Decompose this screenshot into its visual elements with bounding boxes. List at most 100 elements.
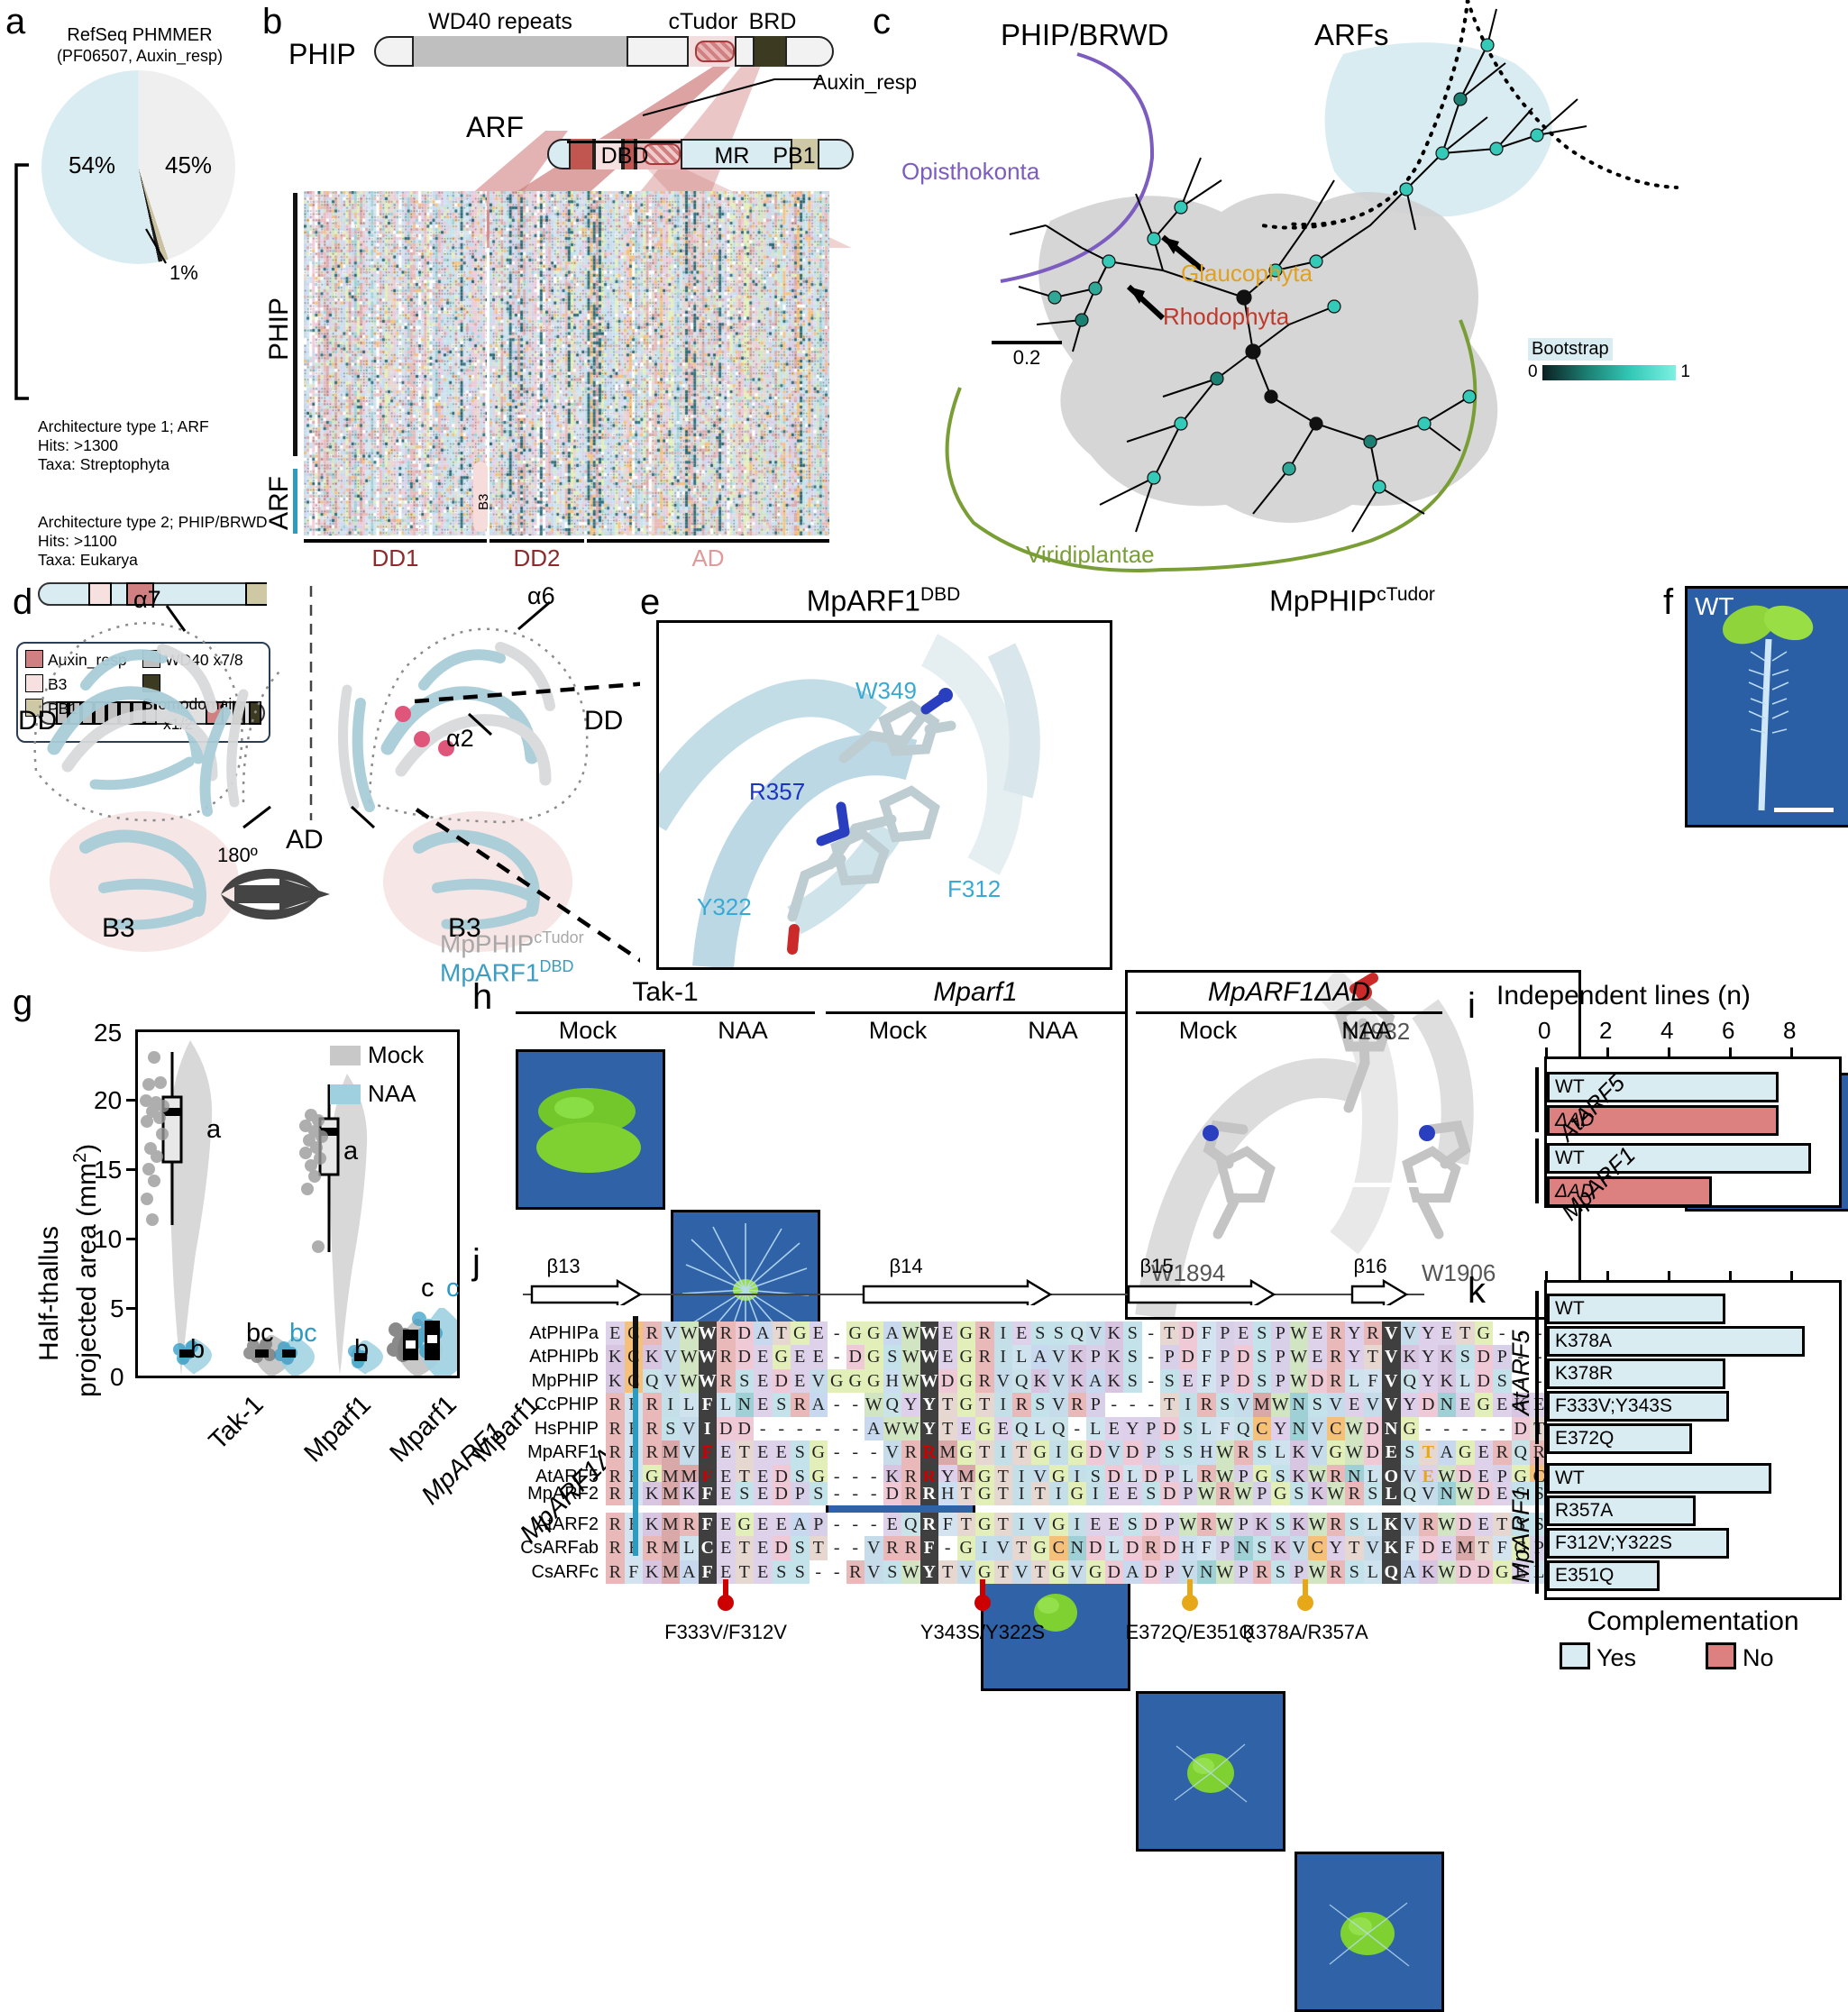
alignment-residue: S xyxy=(1271,1512,1290,1536)
h-scale-bar xyxy=(1334,1183,1421,1187)
alignment-residue: P xyxy=(1215,1321,1234,1345)
i-plot-area: WT ΔAD WT ΔAD xyxy=(1544,1056,1842,1208)
alignment-residue: R xyxy=(791,1393,810,1417)
alignment-residue: E xyxy=(1456,1393,1475,1417)
label-alpha2: α2 xyxy=(446,725,474,752)
alignment-residue: - xyxy=(1474,1416,1493,1440)
k-bar-mparf1-r357a: R357A xyxy=(1547,1495,1696,1526)
k-legend-yes: Yes xyxy=(1560,1642,1636,1672)
alignment-residue: F xyxy=(938,1512,957,1536)
g-ylabel-text: projected area (mm xyxy=(72,1162,102,1397)
alignment-residue: T xyxy=(772,1321,791,1345)
panel-f-label: f xyxy=(1663,582,1674,622)
alignment-residue: V xyxy=(1400,1512,1419,1536)
alignment-residue: E xyxy=(754,1440,773,1465)
clade-viridiplantae: Viridiplantae xyxy=(1026,541,1155,568)
alignment-residue: Q xyxy=(1012,1416,1031,1440)
alignment-residue: K xyxy=(1437,1368,1456,1393)
alignment-residue: C xyxy=(1326,1416,1345,1440)
alignment-residue: S xyxy=(735,1481,754,1505)
alignment-residue: G xyxy=(791,1321,810,1345)
legend-mparf1: MpARF1DBD xyxy=(440,957,573,987)
alignment-residue: S xyxy=(1493,1368,1512,1393)
auxin-resp-callout-label: Auxin_resp xyxy=(813,70,918,94)
alignment-residue: D xyxy=(1086,1440,1105,1465)
alignment-residue: S xyxy=(1160,1368,1179,1393)
label-ad: AD xyxy=(691,544,725,572)
alignment-residue: R xyxy=(643,1536,662,1560)
phip-wd40-segment xyxy=(412,35,628,67)
alignment-residue: Y xyxy=(1345,1345,1364,1369)
alignment-residue: V xyxy=(1234,1393,1253,1417)
alignment-residue: K xyxy=(1271,1536,1290,1560)
alignment-residue: E xyxy=(1012,1321,1031,1345)
alignment-residue: D xyxy=(1123,1536,1142,1560)
phip-auxin-resp-box xyxy=(695,40,735,62)
alignment-residue: P xyxy=(1530,1536,1549,1560)
alignment-residue: - xyxy=(809,1416,828,1440)
alignment-residue: R xyxy=(643,1393,662,1417)
arf-domain-bar xyxy=(547,138,854,169)
j-strand-b15: β15 xyxy=(1139,1255,1174,1277)
alignment-residue: E xyxy=(772,1440,791,1465)
alignment-residue: Y xyxy=(919,1559,938,1584)
alignment-residue: T xyxy=(975,1440,994,1465)
alignment-row-name: MpARF2 xyxy=(527,1483,599,1504)
alignment-residue: G xyxy=(1474,1393,1493,1417)
label-b3-left: B3 xyxy=(102,913,135,943)
alignment-residue: K xyxy=(1382,1512,1401,1536)
label-mr: MR xyxy=(714,143,750,169)
panel-a-title-2: (PF06507, Auxin_resp) xyxy=(56,47,224,65)
alignment-residue: V xyxy=(1326,1393,1345,1417)
alignment-residue: E xyxy=(1511,1559,1530,1584)
alignment-residue: D xyxy=(717,1416,736,1440)
alignment-residue: W xyxy=(919,1368,938,1393)
h-treatment-2: NAA xyxy=(718,1017,768,1044)
alignment-residue: G xyxy=(975,1481,994,1505)
alignment-residue: S xyxy=(1178,1416,1197,1440)
alignment-residue: - xyxy=(1511,1321,1530,1345)
alignment-residue: I xyxy=(1086,1481,1105,1505)
alignment-residue: R xyxy=(1326,1512,1345,1536)
k-bar-atarf5-f333v: F333V;Y343S xyxy=(1547,1391,1729,1422)
alignment-residue: G xyxy=(1049,1559,1068,1584)
alignment-residue: E xyxy=(1104,1416,1123,1440)
alignment-residue: H xyxy=(1178,1536,1197,1560)
msa-b3-label: B3 xyxy=(476,493,491,510)
alignment-residue: E xyxy=(1104,1481,1123,1505)
alignment-residue: I xyxy=(1049,1481,1068,1505)
alignment-residue: Q xyxy=(901,1512,920,1536)
residue-w349: W349 xyxy=(855,677,917,704)
alignment-residue: P xyxy=(1271,1345,1290,1369)
alignment-residue: M xyxy=(661,1559,680,1584)
alignment-residue: R xyxy=(606,1393,625,1417)
alignment-residue: G xyxy=(865,1368,883,1393)
g-xtick-1: Tak-1 xyxy=(203,1390,270,1456)
alignment-residue: E xyxy=(754,1368,773,1393)
alignment-residue: Y xyxy=(1271,1416,1290,1440)
alignment-residue: D xyxy=(1234,1345,1253,1369)
alignment-residue: N xyxy=(1289,1393,1308,1417)
alignment-residue: F xyxy=(698,1481,717,1505)
alignment-residue: R xyxy=(901,1440,920,1465)
alignment-residue: D xyxy=(1160,1481,1179,1505)
alignment-residue: L xyxy=(1086,1416,1105,1440)
g-legend-mock: Mock xyxy=(330,1041,424,1069)
i-bar-atarf5-wt: WT xyxy=(1547,1072,1779,1102)
g-ytick-0: 0 xyxy=(110,1363,124,1391)
alignment-residue: P xyxy=(1215,1345,1234,1369)
alignment-residue: H xyxy=(1197,1440,1216,1465)
alignment-residue: - xyxy=(754,1416,773,1440)
alignment-residue: E xyxy=(1493,1481,1512,1505)
alignment-residue: E xyxy=(717,1481,736,1505)
panel-a-label: a xyxy=(5,2,26,41)
i-bar-label-0: WT xyxy=(1555,1076,1585,1097)
alignment-residue: - xyxy=(846,1440,865,1465)
panel-h: h Tak-1 Mparf1 MpARF1ΔAD Mock NAA Mock N… xyxy=(469,974,1460,2012)
alignment-residue: G xyxy=(735,1512,754,1536)
alignment-residue: S xyxy=(1511,1481,1530,1505)
alignment-residue: R xyxy=(919,1481,938,1505)
arf-pb1-segment xyxy=(791,138,819,169)
alignment-residue: P xyxy=(1086,1393,1105,1417)
i-bar-label-3: ΔAD xyxy=(1555,1181,1595,1202)
